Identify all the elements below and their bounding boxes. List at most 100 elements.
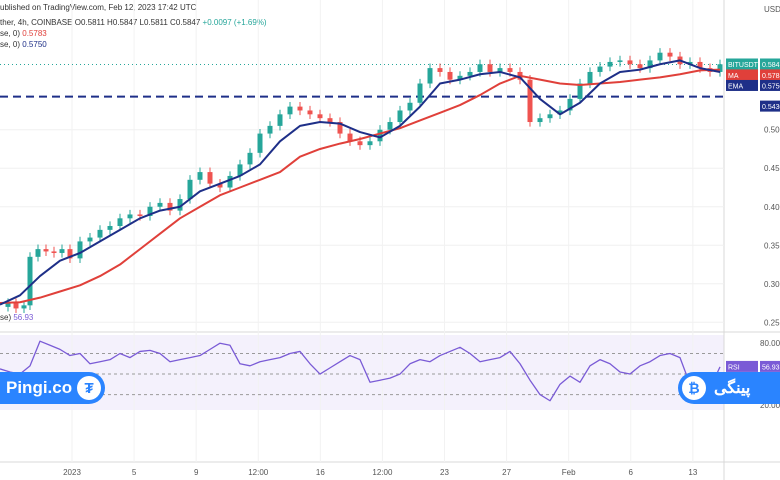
candle-body <box>207 172 213 184</box>
pingi-fa-logo: ₿ پینگی <box>678 372 780 404</box>
candle-body <box>87 237 93 242</box>
candle-body <box>647 60 653 69</box>
ema-legend-label: se, 0) <box>0 40 21 49</box>
candle-body <box>5 303 11 307</box>
candle-body <box>527 79 533 123</box>
candle-body <box>557 110 563 115</box>
ma-badge-value-bg <box>760 69 780 81</box>
candle-body <box>307 110 313 115</box>
candle-body <box>437 68 443 72</box>
candle-body <box>147 206 153 216</box>
ema-badge-value: 0.5750 <box>762 83 780 90</box>
candle-body <box>59 249 65 253</box>
candle-body <box>687 61 693 65</box>
candle-body <box>257 133 263 153</box>
candle-body <box>35 249 41 257</box>
candle-body <box>467 71 473 76</box>
ma-badge: MA 0.5783 <box>726 69 780 81</box>
candle-body <box>417 83 423 103</box>
time-tick-label: 6 <box>629 468 634 477</box>
ma-legend[interactable]: se, 0) 0.5783 <box>0 29 47 38</box>
candle-body <box>697 61 703 69</box>
candle-body <box>607 61 613 67</box>
rsi-badge-label-bg <box>726 360 758 372</box>
symbol-label: ther, 4h, COINBASE <box>0 18 73 27</box>
candle-body <box>547 114 553 119</box>
candle-body <box>657 52 663 61</box>
candle-body <box>13 303 19 309</box>
pingi-logo-text: Pingi.co <box>6 378 73 397</box>
time-tick-label: 5 <box>132 468 137 477</box>
candle-body <box>477 64 483 72</box>
candle-body <box>77 241 83 259</box>
candle-body <box>347 133 353 142</box>
rsi-badge: RSI 56.93 <box>726 360 780 372</box>
time-tick-label: 27 <box>502 468 511 477</box>
rsi-tick-label: 20.00 <box>760 401 780 410</box>
rsi-badge-label: RSI <box>728 364 740 371</box>
candle-body <box>497 68 503 72</box>
candle-body <box>27 256 33 306</box>
time-tick-label: 23 <box>440 468 449 477</box>
candle-body <box>337 122 343 134</box>
candle-body <box>43 249 49 252</box>
price-badge-value: 0.5847 <box>762 62 780 69</box>
ohlc-values: O0.5811 H0.5847 L0.5811 C0.5847 <box>74 18 201 27</box>
time-tick-label: 12:00 <box>372 468 393 477</box>
candle-body <box>667 52 673 57</box>
rsi-badge-value: 56.93 <box>762 364 780 371</box>
candle-body <box>487 64 493 72</box>
ema-badge-label: EMA <box>728 83 744 90</box>
ema-legend[interactable]: se, 0) 0.5750 <box>0 40 47 49</box>
published-note: ublished on TradingView.com, Feb 12, 202… <box>0 3 197 12</box>
candle-body <box>127 214 133 219</box>
price-tick-label: 0.500 <box>764 126 780 135</box>
change-value: +0.0097 (+1.69%) <box>202 18 267 27</box>
candle-body <box>407 102 413 111</box>
candle-body <box>617 60 623 62</box>
currency-label: USDT <box>764 5 780 14</box>
candle-body <box>297 106 303 111</box>
time-tick-label: 9 <box>194 468 199 477</box>
support-badge-value: 0.5430 <box>762 104 780 111</box>
price-tick-label: 0.450 <box>764 164 780 173</box>
candle-body <box>507 68 513 72</box>
candle-body <box>287 106 293 115</box>
candle-body <box>597 66 603 72</box>
rsi-legend[interactable]: se) 56.93 <box>0 313 33 322</box>
ema-badge-label-bg <box>726 79 758 91</box>
rsi-legend-value: 56.93 <box>13 313 34 322</box>
candle-body <box>367 141 373 146</box>
candle-body <box>577 83 583 99</box>
candle-body <box>157 202 163 207</box>
rsi-line <box>0 340 721 402</box>
candle-body <box>21 305 27 309</box>
rsi-tick-label: 80.00 <box>760 339 780 348</box>
candle-body <box>277 114 283 126</box>
candle-body <box>587 71 593 84</box>
candle-body <box>177 199 183 211</box>
candle-body <box>217 183 223 188</box>
candle-body <box>357 141 363 146</box>
price-badge-label-bg <box>726 58 758 70</box>
candle-body <box>237 164 243 176</box>
price-badge-value-bg <box>760 58 780 70</box>
tether-icon: ₮ <box>77 376 102 400</box>
price-badge-label: BITUSDT <box>728 62 759 69</box>
price-tick-label: 0.400 <box>764 203 780 212</box>
ema-badge: EMA 0.5750 <box>726 79 780 91</box>
candle-body <box>187 179 193 200</box>
price-tick-label: 0.350 <box>764 241 780 250</box>
candle-body <box>427 68 433 84</box>
rsi-badge-value-bg <box>760 360 780 372</box>
candle-body <box>247 152 253 165</box>
candle-body <box>267 125 273 134</box>
ma-line <box>0 68 721 305</box>
candle-body <box>397 110 403 123</box>
candle-body <box>51 251 57 253</box>
candle-body <box>67 249 73 259</box>
candle-body <box>387 122 393 130</box>
time-tick-label: Feb <box>562 468 576 477</box>
